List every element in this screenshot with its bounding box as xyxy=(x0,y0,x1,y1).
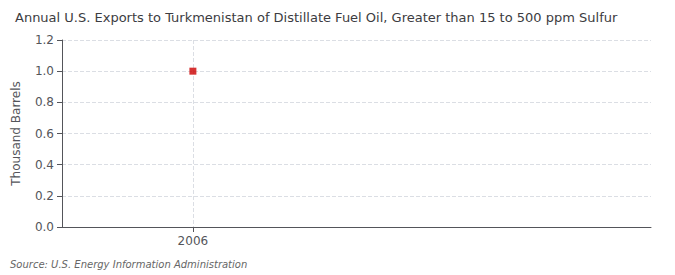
svg-text:Annual U.S. Exports to Turkmen: Annual U.S. Exports to Turkmenistan of D… xyxy=(15,10,618,25)
svg-text:Source: U.S. Energy Informatio: Source: U.S. Energy Information Administ… xyxy=(10,259,247,270)
svg-text:2006: 2006 xyxy=(178,234,209,248)
svg-text:0.8: 0.8 xyxy=(35,95,54,109)
svg-text:1.0: 1.0 xyxy=(35,64,54,78)
svg-text:1.2: 1.2 xyxy=(35,33,54,47)
svg-text:0.4: 0.4 xyxy=(35,158,54,172)
svg-text:0.2: 0.2 xyxy=(35,189,54,203)
svg-text:Thousand Barrels: Thousand Barrels xyxy=(9,81,23,186)
svg-text:0.0: 0.0 xyxy=(35,220,54,234)
svg-text:0.6: 0.6 xyxy=(35,127,54,141)
